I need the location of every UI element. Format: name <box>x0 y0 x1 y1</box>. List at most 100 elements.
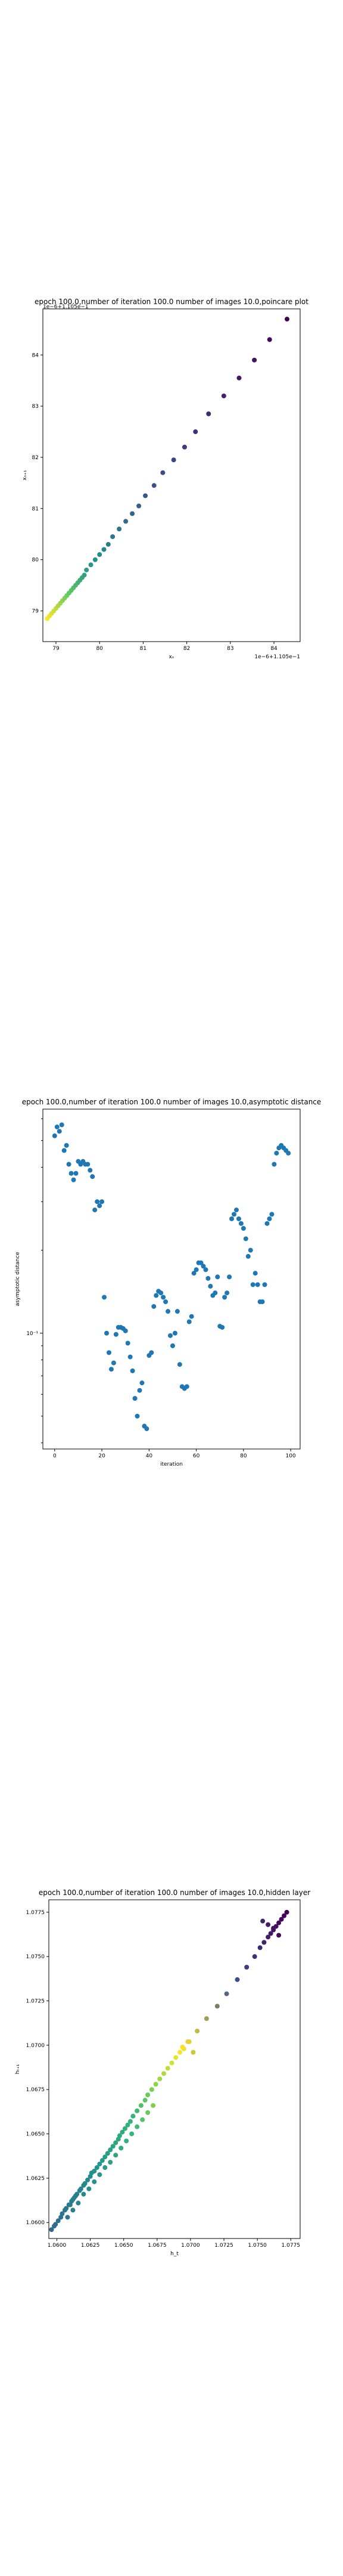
data-point <box>57 1129 62 1134</box>
x-tick-label: 1.0650 <box>114 2243 133 2249</box>
data-point <box>272 1162 277 1167</box>
data-point <box>163 1299 169 1305</box>
y-axis-label: asymptotic distance <box>15 1252 21 1306</box>
data-point <box>241 1226 246 1231</box>
data-point <box>130 2113 136 2119</box>
data-point <box>130 1368 135 1373</box>
data-point <box>166 1309 171 1314</box>
data-point <box>127 1354 133 1360</box>
data-point <box>151 1304 157 1309</box>
y-tick-label: 1.0625 <box>26 2176 45 2182</box>
data-point <box>66 1162 71 1167</box>
data-point <box>49 2227 54 2233</box>
data-point <box>94 2165 99 2171</box>
data-point <box>224 1290 230 1296</box>
data-point <box>149 1350 154 1355</box>
data-point <box>113 2153 119 2158</box>
data-point <box>97 1203 102 1209</box>
data-point <box>264 1221 270 1226</box>
data-point <box>203 1267 208 1272</box>
data-point <box>174 1309 180 1314</box>
data-point <box>245 1253 251 1259</box>
data-point <box>88 1168 93 1173</box>
chart-title: epoch 100.0,number of iteration 100.0 nu… <box>35 298 308 306</box>
data-point <box>64 1143 69 1148</box>
data-point <box>102 1295 107 1300</box>
data-point <box>101 547 107 552</box>
data-point <box>257 1945 263 1950</box>
data-point <box>220 1324 225 1330</box>
data-point <box>92 2168 97 2174</box>
x-tick-label: 60 <box>193 1453 200 1459</box>
data-point <box>86 2186 92 2191</box>
data-point <box>184 1384 189 1389</box>
data-point <box>81 2191 86 2197</box>
data-point <box>160 470 166 475</box>
y-tick-label: 80 <box>32 558 39 564</box>
y-tick-label: 82 <box>32 455 39 461</box>
data-point <box>108 1367 114 1372</box>
data-point <box>208 1284 213 1289</box>
data-point <box>185 2039 191 2044</box>
data-point <box>177 1362 182 1367</box>
data-point <box>92 557 98 562</box>
x-tick-label: 40 <box>146 1453 153 1459</box>
x-offset-label: 1e−6+1.105e−1 <box>254 654 300 660</box>
data-point <box>279 1916 284 1922</box>
data-point <box>88 562 93 568</box>
data-point <box>113 1332 119 1337</box>
data-point <box>97 2172 102 2177</box>
data-point <box>54 1124 60 1129</box>
data-point <box>194 1267 199 1272</box>
plot-frame <box>42 308 301 642</box>
data-point <box>108 2147 113 2153</box>
x-tick-label: 1.0675 <box>148 2243 167 2249</box>
data-point <box>255 1282 260 1287</box>
data-point <box>102 2165 108 2171</box>
data-point <box>161 1295 166 1300</box>
x-tick-label: 100 <box>286 1453 296 1459</box>
data-point <box>136 503 142 509</box>
y-offset-label: 1e−6+1.105e−1 <box>43 304 89 310</box>
data-point <box>285 317 290 322</box>
data-point <box>172 1330 177 1336</box>
data-point <box>269 1212 275 1217</box>
data-point <box>124 2138 129 2144</box>
y-tick-label: 84 <box>32 352 39 358</box>
chart-title: epoch 100.0,number of iteration 100.0 nu… <box>39 1888 310 1897</box>
data-point <box>138 2103 144 2108</box>
data-point <box>71 1177 76 1182</box>
x-axis-label: iteration <box>160 1462 183 1467</box>
y-tick-label: 79 <box>32 608 39 614</box>
data-point <box>60 2211 65 2216</box>
plot-frame <box>48 1899 301 2239</box>
data-point <box>252 357 257 363</box>
data-point <box>102 2154 108 2160</box>
data-point <box>189 1314 194 1319</box>
data-point <box>125 1340 130 1346</box>
data-point <box>129 2131 135 2137</box>
data-point <box>235 1977 240 1982</box>
data-point <box>260 1299 265 1305</box>
data-point <box>214 2004 220 2009</box>
y-tick-label: 10⁻¹ <box>26 1331 38 1337</box>
data-point <box>173 2055 179 2060</box>
x-tick-label: 80 <box>240 1453 247 1459</box>
data-point <box>119 2145 124 2151</box>
data-point <box>168 1333 173 1338</box>
data-point <box>268 1931 273 1936</box>
data-point <box>171 457 176 463</box>
data-point <box>97 2162 102 2167</box>
data-point <box>149 2087 154 2092</box>
data-point <box>97 552 102 558</box>
data-point <box>111 1360 116 1366</box>
data-point <box>186 1319 192 1324</box>
data-point <box>73 1171 79 1176</box>
y-tick-label: 1.0775 <box>26 1910 45 1916</box>
data-point <box>85 2177 91 2182</box>
data-point <box>53 2222 58 2227</box>
data-point <box>130 511 135 516</box>
data-point <box>252 1954 257 1959</box>
